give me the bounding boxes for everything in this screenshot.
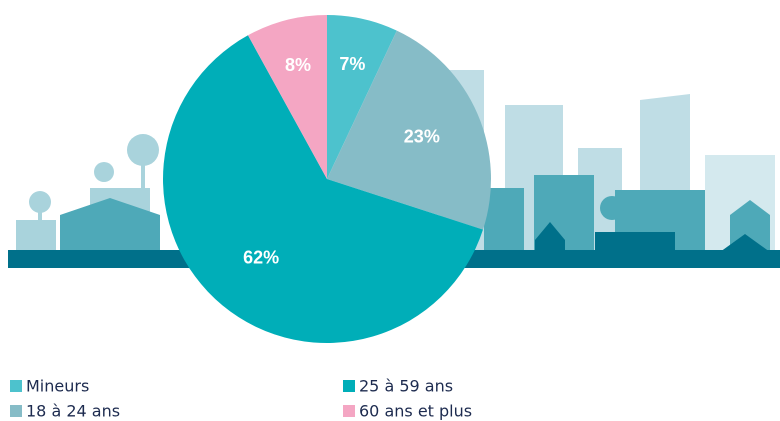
legend-label: 18 à 24 ans: [26, 402, 120, 421]
legend-swatch: [10, 405, 22, 417]
legend-label: Mineurs: [26, 377, 89, 396]
slice-label: 7%: [339, 54, 365, 74]
pie: 7% 23% 62% 8%: [163, 15, 491, 343]
legend: Mineurs 18 à 24 ans 25 à 59 ans 60 ans et p…: [10, 377, 472, 421]
legend-label: 60 ans et plus: [359, 402, 472, 421]
legend-swatch: [343, 380, 355, 392]
slice-label: 23%: [404, 127, 440, 147]
chart: 7% 23% 62% 8% Mineurs 18 à 24 ans 25 à 59 ans…: [0, 0, 780, 421]
slice-label: 8%: [285, 55, 311, 75]
legend-swatch: [10, 380, 22, 392]
slice-label: 62%: [243, 247, 279, 267]
legend-swatch: [343, 405, 355, 417]
legend-label: 25 à 59 ans: [359, 377, 453, 396]
